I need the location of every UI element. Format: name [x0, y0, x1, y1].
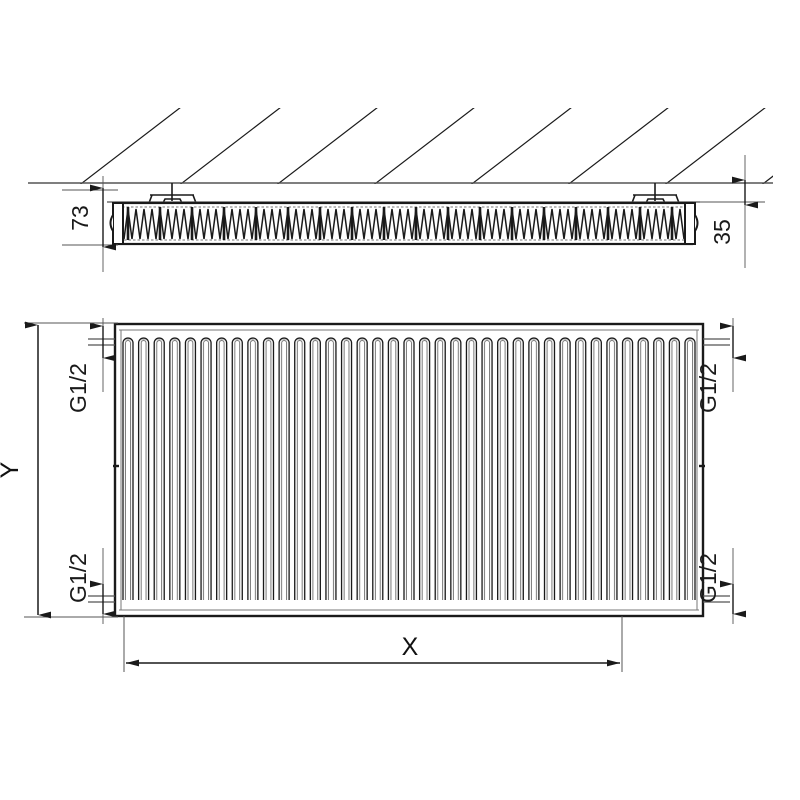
radiator-fin-inner — [125, 340, 131, 600]
convector-fin-pattern — [123, 208, 685, 240]
radiator-fin-inner — [203, 340, 209, 600]
dimension-label-x: X — [402, 633, 419, 661]
dimension-label-73: 73 — [67, 205, 93, 231]
radiator-fin-inner — [515, 340, 522, 600]
radiator-fin-inner — [655, 340, 662, 600]
radiator-fin-inner — [640, 340, 646, 600]
radiator-fin-inner — [531, 340, 537, 600]
radiator-fin-inner — [546, 340, 553, 600]
radiator-fin-inner — [562, 340, 568, 600]
radiator-fin-inner — [156, 340, 163, 600]
radiator-fin-inner — [577, 340, 584, 600]
radiator-fin-inner — [343, 340, 350, 600]
radiator-fin-inner — [296, 340, 303, 600]
radiator-fin-inner — [624, 340, 631, 600]
radiator-fin-inner — [312, 340, 319, 600]
radiator-fin-inner — [328, 340, 334, 600]
connection-label-bottom-left: G1/2 — [65, 553, 91, 603]
radiator-fin-inner — [187, 340, 194, 600]
radiator-fin-inner — [281, 340, 287, 600]
radiator-fin-inner — [593, 340, 600, 600]
radiator-fin-inner — [250, 340, 256, 600]
radiator-fin-inner — [437, 340, 444, 600]
radiator-fin-inner — [140, 340, 147, 600]
radiator-fin-inner — [265, 340, 272, 600]
connection-label-top-left: G1/2 — [65, 363, 91, 413]
side-end-cap-right — [684, 202, 699, 245]
radiator-fin-inner — [499, 340, 506, 600]
radiator-fin-inner — [468, 340, 475, 600]
radiator-fin-inner — [671, 340, 678, 600]
radiator-fin-inner — [687, 340, 693, 600]
front-fin-array — [122, 337, 696, 600]
side-section-view: 73 35 — [28, 108, 773, 272]
radiator-fin-inner — [390, 340, 397, 600]
radiator-fin-inner — [218, 340, 225, 600]
radiator-fin-inner — [406, 340, 412, 600]
radiator-fin-inner — [374, 340, 381, 600]
dimension-label-y: Y — [0, 461, 24, 478]
wall-hatching — [79, 108, 773, 184]
radiator-fin-inner — [609, 340, 615, 600]
radiator-fin-inner — [359, 340, 365, 600]
radiator-fin-inner — [172, 340, 178, 600]
dimension-label-35: 35 — [709, 219, 735, 245]
connection-label-top-right: G1/2 — [695, 363, 721, 413]
radiator-fin-inner — [453, 340, 459, 600]
side-waterway-tubes — [126, 207, 674, 240]
connection-label-bottom-right: G1/2 — [695, 553, 721, 603]
front-elevation-view: G1/2 G1/2 G1/2 G1/2 Y X — [0, 318, 746, 672]
side-end-cap-left — [109, 202, 124, 245]
radiator-fin-inner — [484, 340, 490, 600]
radiator-fin-inner — [234, 340, 241, 600]
radiator-fin-inner — [421, 340, 428, 600]
